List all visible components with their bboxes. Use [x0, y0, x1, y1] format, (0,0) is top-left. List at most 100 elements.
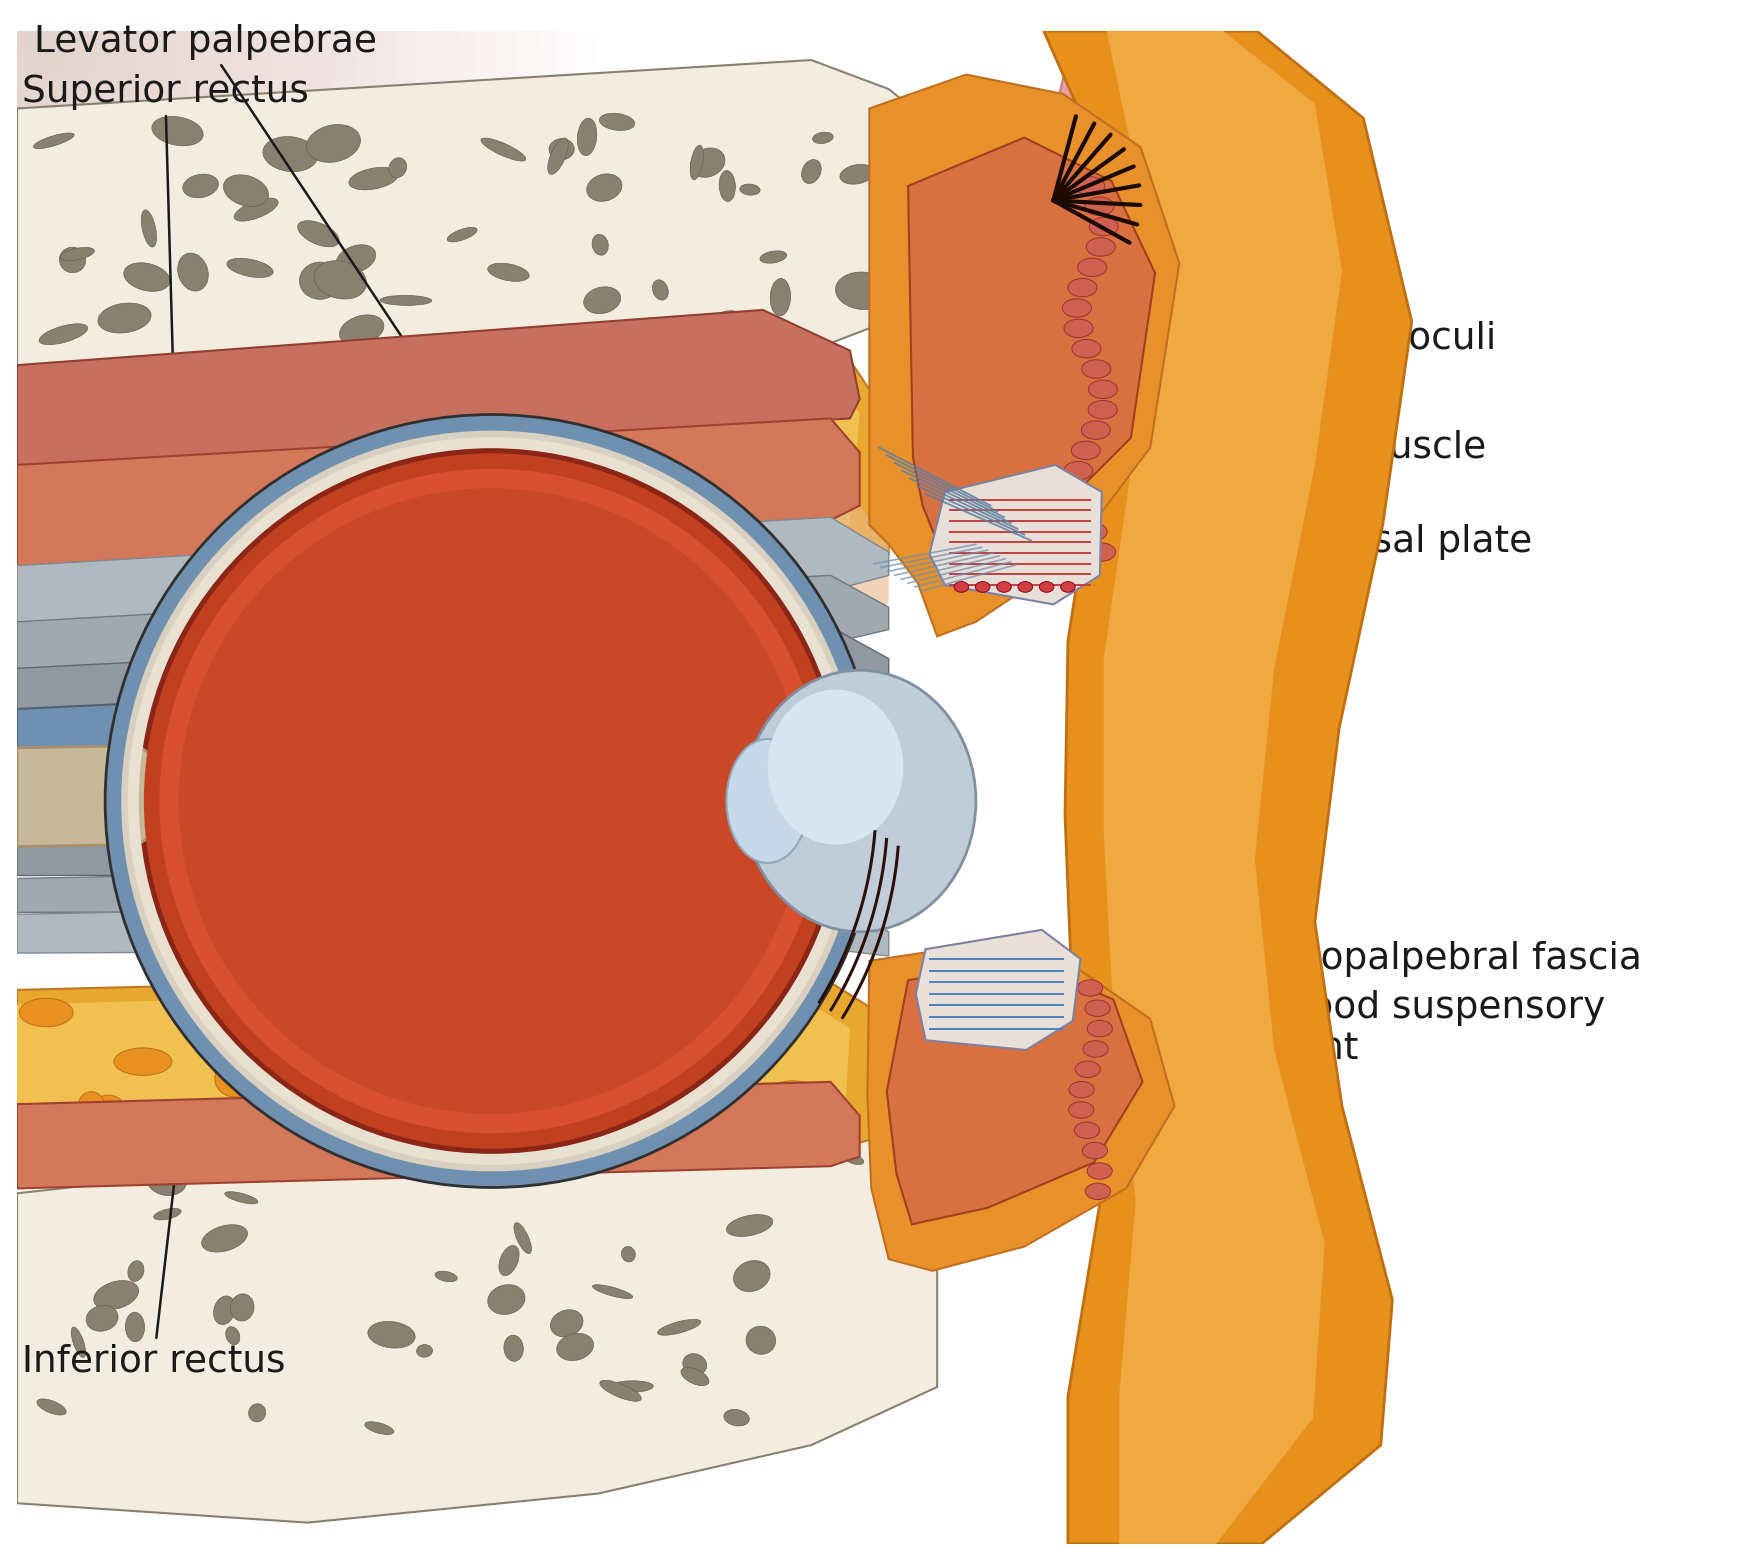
Ellipse shape [19, 998, 73, 1026]
Ellipse shape [91, 1095, 125, 1128]
Ellipse shape [357, 1118, 409, 1148]
Ellipse shape [308, 486, 357, 526]
Ellipse shape [690, 148, 725, 177]
Ellipse shape [568, 450, 620, 490]
Circle shape [129, 437, 855, 1164]
Polygon shape [17, 970, 888, 1175]
Ellipse shape [740, 184, 760, 195]
Ellipse shape [608, 1381, 653, 1393]
Ellipse shape [545, 480, 573, 517]
Ellipse shape [547, 137, 568, 175]
Ellipse shape [1085, 197, 1113, 216]
Ellipse shape [1064, 319, 1092, 337]
Ellipse shape [577, 119, 598, 156]
Ellipse shape [653, 280, 669, 300]
Ellipse shape [1087, 544, 1115, 561]
Ellipse shape [436, 1271, 456, 1282]
Ellipse shape [37, 1400, 66, 1415]
Ellipse shape [314, 261, 366, 298]
Ellipse shape [481, 137, 526, 161]
Ellipse shape [373, 436, 416, 465]
Ellipse shape [1068, 503, 1097, 520]
Ellipse shape [59, 247, 94, 261]
Polygon shape [17, 1082, 859, 1189]
Polygon shape [1094, 39, 1216, 136]
Ellipse shape [125, 1312, 145, 1342]
Ellipse shape [592, 1284, 632, 1298]
Text: Orbicularis oculi: Orbicularis oculi [1103, 322, 1496, 361]
Ellipse shape [681, 1367, 709, 1385]
Ellipse shape [1017, 581, 1033, 592]
Ellipse shape [503, 1336, 523, 1361]
Ellipse shape [735, 376, 780, 426]
Polygon shape [17, 670, 888, 762]
Ellipse shape [98, 303, 152, 333]
Polygon shape [17, 986, 850, 1145]
Ellipse shape [214, 1296, 235, 1325]
Ellipse shape [267, 462, 296, 495]
Ellipse shape [840, 164, 874, 184]
Ellipse shape [223, 175, 268, 206]
Polygon shape [930, 465, 1101, 604]
Polygon shape [868, 943, 1174, 1271]
Ellipse shape [211, 1229, 226, 1245]
Ellipse shape [1075, 1061, 1101, 1078]
Ellipse shape [622, 1246, 636, 1262]
Ellipse shape [719, 170, 735, 201]
Text: Inferior rectus: Inferior rectus [23, 1139, 286, 1379]
Ellipse shape [202, 1225, 247, 1253]
Ellipse shape [152, 117, 204, 145]
Ellipse shape [760, 251, 787, 262]
Ellipse shape [1087, 1162, 1111, 1179]
Ellipse shape [416, 1345, 432, 1357]
Polygon shape [908, 137, 1155, 573]
Ellipse shape [145, 417, 181, 447]
Ellipse shape [836, 272, 890, 309]
Ellipse shape [537, 358, 577, 390]
Ellipse shape [71, 1328, 85, 1357]
Ellipse shape [714, 311, 739, 325]
Ellipse shape [768, 689, 904, 845]
Ellipse shape [277, 476, 326, 508]
Text: Müller’s muscle: Müller’s muscle [1047, 430, 1486, 467]
Ellipse shape [249, 1404, 267, 1421]
Ellipse shape [488, 264, 530, 281]
Ellipse shape [225, 1192, 258, 1204]
Circle shape [179, 489, 805, 1114]
Ellipse shape [49, 1104, 84, 1128]
Polygon shape [17, 745, 167, 847]
Ellipse shape [1070, 1081, 1094, 1098]
Ellipse shape [275, 467, 334, 503]
Ellipse shape [448, 228, 477, 242]
Ellipse shape [1082, 359, 1111, 378]
Ellipse shape [1085, 1182, 1110, 1200]
Polygon shape [17, 862, 888, 918]
Ellipse shape [726, 739, 808, 862]
Ellipse shape [592, 234, 608, 255]
Ellipse shape [996, 581, 1012, 592]
Polygon shape [17, 575, 888, 679]
Ellipse shape [955, 581, 969, 592]
Ellipse shape [183, 173, 218, 198]
Ellipse shape [782, 726, 908, 876]
Ellipse shape [368, 1321, 415, 1348]
Ellipse shape [1089, 380, 1117, 398]
Polygon shape [887, 961, 1143, 1225]
Ellipse shape [709, 355, 766, 381]
Ellipse shape [519, 447, 559, 476]
Polygon shape [1043, 31, 1411, 1543]
Ellipse shape [380, 342, 423, 384]
Text: Capsulopalpebral fascia: Capsulopalpebral fascia [1007, 940, 1641, 978]
Ellipse shape [164, 369, 213, 405]
Ellipse shape [395, 1015, 422, 1040]
Ellipse shape [94, 1281, 139, 1309]
Ellipse shape [690, 145, 704, 180]
Ellipse shape [707, 1072, 742, 1097]
Text: Levator palpebrae: Levator palpebrae [35, 23, 413, 353]
Polygon shape [17, 59, 937, 389]
Ellipse shape [606, 995, 636, 1026]
Ellipse shape [498, 1245, 519, 1276]
Ellipse shape [507, 1037, 537, 1061]
Ellipse shape [549, 1004, 585, 1032]
Ellipse shape [127, 1261, 145, 1281]
